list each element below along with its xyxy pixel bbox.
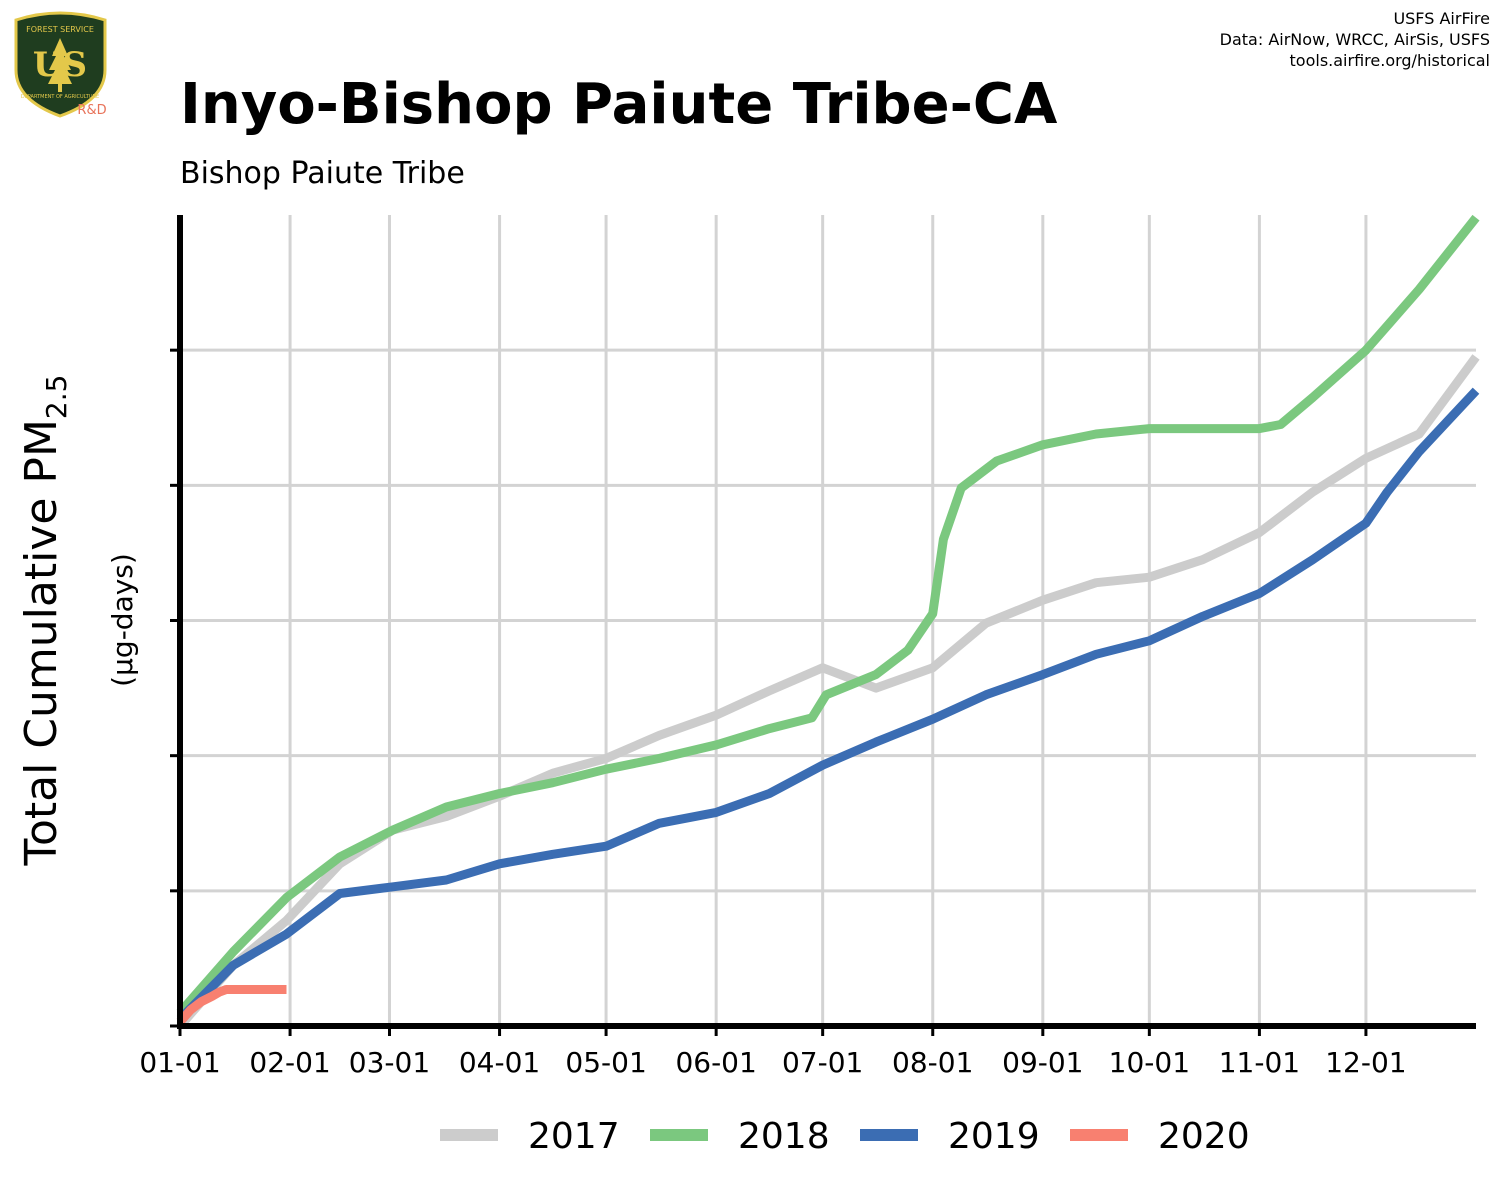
y-axis-label: Total Cumulative PM2.5 (µg-days) bbox=[16, 375, 139, 867]
legend-label: 2019 bbox=[948, 1116, 1040, 1157]
x-tick-label: 08-01 bbox=[892, 1046, 973, 1079]
usfs-logo: FOREST SERVICE US DEPARTMENT OF AGRICULT… bbox=[14, 11, 107, 118]
credits: USFS AirFire Data: AirNow, WRCC, AirSis,… bbox=[1220, 8, 1490, 71]
legend-label: 2020 bbox=[1158, 1116, 1250, 1157]
x-tick-label: 11-01 bbox=[1219, 1046, 1300, 1079]
tree-icon bbox=[48, 38, 72, 92]
credit-line: tools.airfire.org/historical bbox=[1289, 51, 1490, 70]
x-tick-label: 12-01 bbox=[1325, 1046, 1406, 1079]
y-axis-title-main: Total Cumulative PM bbox=[16, 419, 67, 866]
x-tick-label: 09-01 bbox=[1002, 1046, 1083, 1079]
series-line-2020 bbox=[176, 985, 287, 1025]
credit-line: Data: AirNow, WRCC, AirSis, USFS bbox=[1219, 30, 1490, 49]
series-lines bbox=[176, 214, 1480, 1029]
x-tick-labels: 01-01 02-01 03-01 04-01 05-01 06-01 07-01 08-01… bbox=[139, 1046, 1406, 1079]
y-axis-units-text: (µg-days) bbox=[106, 553, 139, 687]
chart-title: Inyo-Bishop Paiute Tribe-CA bbox=[180, 72, 1058, 137]
legend-label: 2018 bbox=[738, 1116, 830, 1157]
series-line-2018 bbox=[176, 214, 1480, 1016]
x-tick-label: 06-01 bbox=[675, 1046, 756, 1079]
x-tick-label: 07-01 bbox=[782, 1046, 863, 1079]
legend: 2017 2018 2019 2020 bbox=[440, 1116, 1250, 1157]
chart-subtitle: Bishop Paiute Tribe bbox=[180, 156, 465, 191]
logo-badge-text: R&D bbox=[77, 103, 106, 118]
grid bbox=[180, 215, 1476, 1026]
y-axis-title: Total Cumulative PM2.5 bbox=[16, 375, 73, 867]
logo-bottom-text: DEPARTMENT OF AGRICULTURE bbox=[21, 94, 99, 100]
y-axis-title-text: Total Cumulative PM2.5 bbox=[16, 375, 73, 867]
y-axis-title-subscript: 2.5 bbox=[40, 375, 73, 420]
y-axis-units: (µg-days) bbox=[106, 553, 139, 687]
credit-line: USFS AirFire bbox=[1393, 9, 1490, 28]
x-tick-label: 10-01 bbox=[1109, 1046, 1190, 1079]
x-tick-label: 03-01 bbox=[349, 1046, 430, 1079]
x-tick-label: 04-01 bbox=[459, 1046, 540, 1079]
x-tick-label: 02-01 bbox=[249, 1046, 330, 1079]
x-tick-label: 01-01 bbox=[139, 1046, 220, 1079]
legend-label: 2017 bbox=[528, 1116, 620, 1157]
axes bbox=[170, 215, 1476, 1036]
x-tick-label: 05-01 bbox=[565, 1046, 646, 1079]
series-line-2019 bbox=[176, 387, 1480, 1023]
logo-top-text: FOREST SERVICE bbox=[26, 25, 94, 34]
